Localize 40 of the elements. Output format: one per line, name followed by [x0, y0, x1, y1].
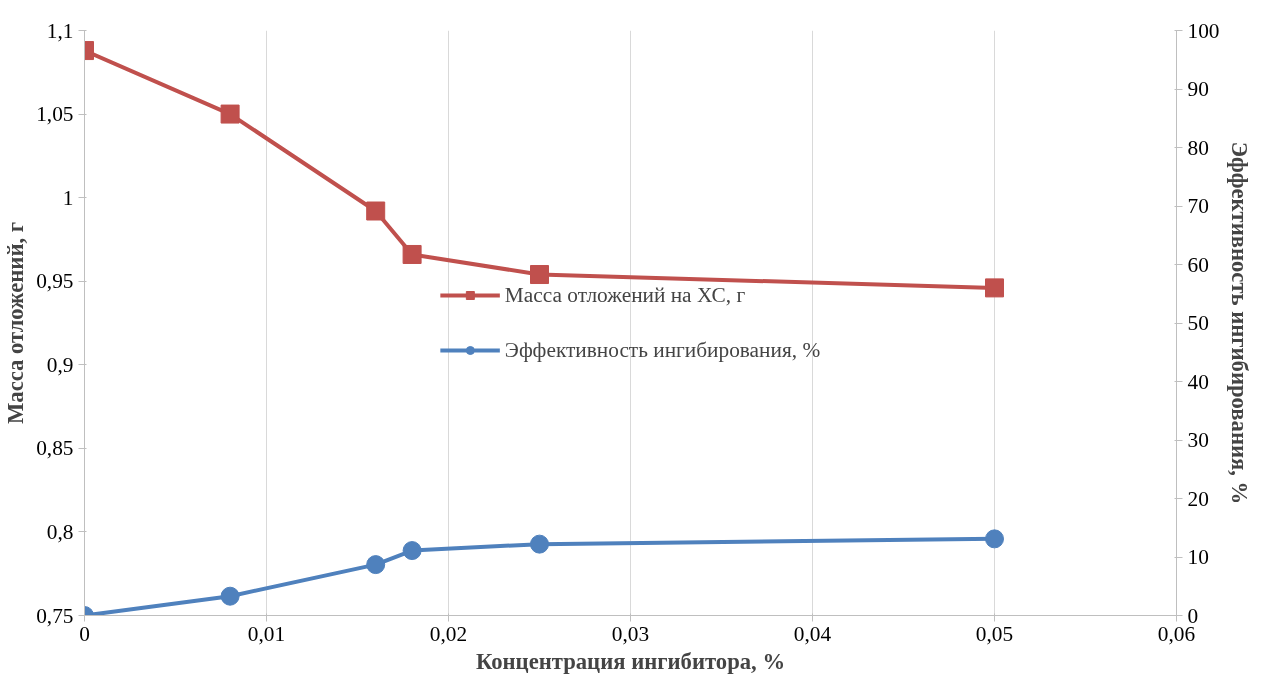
point — [530, 534, 549, 554]
y2-axis-title: Эффективность ингибирования, % — [1227, 141, 1253, 505]
y-tick-label: 0,75 — [36, 603, 74, 628]
y2-tick-label: 10 — [1187, 545, 1209, 569]
y2-tick-label: 30 — [1187, 428, 1209, 452]
y2-tick-label: 0 — [1187, 603, 1199, 628]
x-tick-label: 0,01 — [247, 621, 286, 646]
point — [985, 278, 1004, 298]
y-tick-label: 0,95 — [36, 269, 74, 294]
y-tick-label: 0,8 — [46, 519, 74, 544]
x-tick-label: 0,03 — [611, 621, 650, 646]
y-tick-label: 1,1 — [46, 18, 74, 43]
point — [220, 104, 240, 124]
point — [220, 586, 240, 606]
y2-tick-label: 80 — [1187, 135, 1209, 160]
y-tick-label: 0,85 — [36, 436, 74, 461]
x-tick-label: 0,02 — [429, 621, 468, 646]
point — [402, 244, 422, 264]
point — [530, 265, 549, 285]
y-tick-label: 1,05 — [36, 102, 74, 127]
y-tick-label: 0,9 — [46, 352, 74, 377]
x-tick-label: 0,05 — [975, 621, 1014, 646]
point — [366, 555, 386, 575]
x-tick-label: 0,04 — [793, 621, 832, 646]
legend-label: Эффективность ингибирования, % — [504, 337, 821, 363]
y2-tick-label: 90 — [1187, 77, 1209, 101]
y2-tick-label: 40 — [1187, 369, 1209, 394]
point — [985, 529, 1004, 549]
point — [366, 201, 386, 221]
y2-tick-label: 50 — [1187, 311, 1209, 335]
y2-tick-label: 100 — [1187, 18, 1220, 43]
x-tick-label: 0 — [79, 621, 90, 646]
y2-tick-label: 20 — [1187, 486, 1209, 511]
y2-tick-label: 70 — [1187, 194, 1209, 218]
y-tick-label: 1 — [62, 185, 74, 210]
point — [402, 541, 422, 561]
y2-tick-label: 60 — [1187, 252, 1209, 277]
legend-label: Масса отложений на ХС, г — [504, 282, 746, 308]
y-axis-title: Масса отложений, г — [3, 221, 29, 425]
x-axis-title: Концентрация ингибитора, % — [475, 648, 786, 674]
